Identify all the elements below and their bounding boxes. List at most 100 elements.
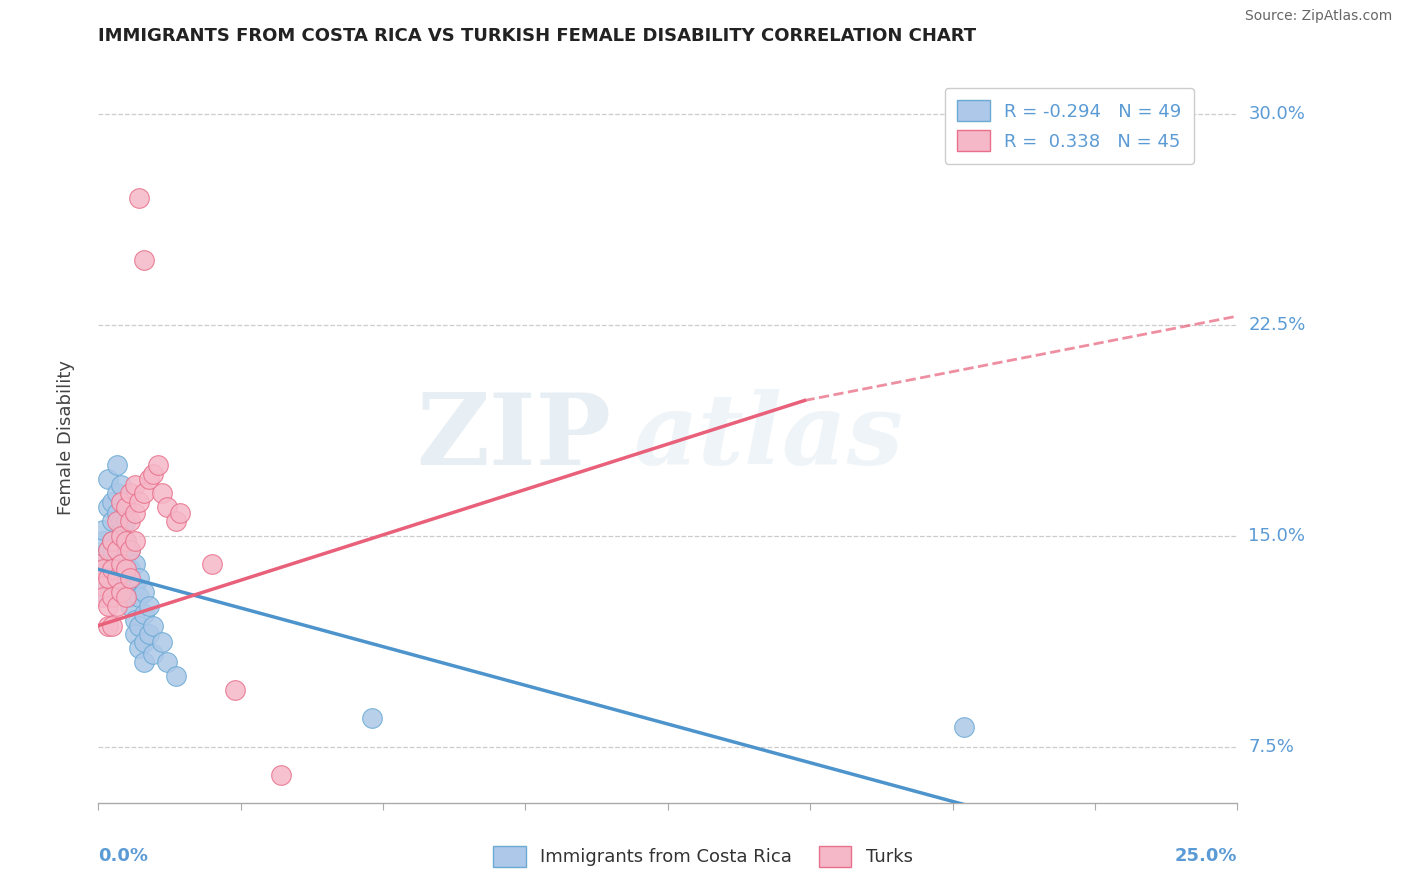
Point [128, 591, 150, 605]
Point [120, 591, 142, 605]
Point [96, 599, 118, 613]
Text: 0.0%: 0.0% [98, 847, 149, 865]
Point [120, 562, 142, 576]
Text: ZIP: ZIP [416, 389, 612, 485]
Point [201, 557, 224, 571]
Point [124, 478, 146, 492]
Point [110, 478, 132, 492]
Point [96, 571, 118, 585]
Point [96, 562, 118, 576]
Point [142, 647, 165, 661]
Point [87, 557, 110, 571]
Point [270, 767, 292, 781]
Point [105, 542, 128, 557]
Point [91, 579, 114, 593]
Point [105, 506, 128, 520]
Legend: Immigrants from Costa Rica, Turks: Immigrants from Costa Rica, Turks [486, 838, 920, 874]
Point [87, 557, 110, 571]
Point [120, 571, 142, 585]
Point [91, 523, 114, 537]
Text: 25.0%: 25.0% [1175, 847, 1237, 865]
Point [132, 655, 155, 669]
Point [169, 506, 191, 520]
Point [101, 534, 124, 549]
Point [101, 562, 124, 576]
Point [110, 584, 132, 599]
Point [105, 551, 128, 566]
Point [114, 515, 136, 529]
Point [101, 618, 124, 632]
Point [91, 562, 114, 576]
Point [146, 458, 169, 473]
Text: 7.5%: 7.5% [1249, 738, 1295, 756]
Point [101, 515, 124, 529]
Point [128, 618, 150, 632]
Point [96, 542, 118, 557]
Point [120, 486, 142, 500]
Text: Source: ZipAtlas.com: Source: ZipAtlas.com [1244, 9, 1392, 23]
Point [132, 607, 155, 622]
Point [165, 515, 187, 529]
Point [114, 562, 136, 576]
Point [132, 486, 155, 500]
Text: IMMIGRANTS FROM COSTA RICA VS TURKISH FEMALE DISABILITY CORRELATION CHART: IMMIGRANTS FROM COSTA RICA VS TURKISH FE… [98, 27, 977, 45]
Point [110, 557, 132, 571]
Point [101, 542, 124, 557]
Point [120, 542, 142, 557]
Point [128, 191, 150, 205]
Text: 22.5%: 22.5% [1249, 316, 1306, 334]
Point [124, 557, 146, 571]
Point [114, 534, 136, 549]
Point [114, 534, 136, 549]
Point [138, 627, 160, 641]
Point [101, 495, 124, 509]
Point [132, 252, 155, 267]
Point [96, 618, 118, 632]
Point [105, 458, 128, 473]
Point [128, 641, 150, 656]
Point [156, 655, 179, 669]
Point [91, 534, 114, 549]
Point [114, 557, 136, 571]
Point [96, 472, 118, 486]
Point [110, 495, 132, 509]
Point [120, 515, 142, 529]
Point [138, 599, 160, 613]
Point [124, 534, 146, 549]
Point [110, 515, 132, 529]
Point [105, 599, 128, 613]
Point [953, 720, 976, 734]
Point [105, 486, 128, 500]
Point [105, 571, 128, 585]
Point [128, 495, 150, 509]
Point [124, 506, 146, 520]
Point [124, 627, 146, 641]
Text: 15.0%: 15.0% [1249, 526, 1305, 544]
Point [138, 472, 160, 486]
Point [114, 591, 136, 605]
Point [156, 500, 179, 515]
Point [142, 467, 165, 481]
Y-axis label: Female Disability: Female Disability [56, 359, 75, 515]
Point [120, 599, 142, 613]
Point [96, 500, 118, 515]
Point [110, 571, 132, 585]
Point [120, 542, 142, 557]
Point [132, 584, 155, 599]
Point [110, 528, 132, 542]
Point [360, 711, 382, 725]
Point [124, 613, 146, 627]
Point [124, 579, 146, 593]
Point [96, 542, 118, 557]
Point [132, 635, 155, 649]
Point [110, 542, 132, 557]
Legend: R = -0.294   N = 49, R =  0.338   N = 45: R = -0.294 N = 49, R = 0.338 N = 45 [945, 87, 1194, 164]
Point [150, 635, 173, 649]
Point [101, 591, 124, 605]
Point [105, 515, 128, 529]
Text: atlas: atlas [634, 389, 904, 485]
Point [114, 500, 136, 515]
Point [165, 669, 187, 683]
Point [101, 534, 124, 549]
Point [128, 571, 150, 585]
